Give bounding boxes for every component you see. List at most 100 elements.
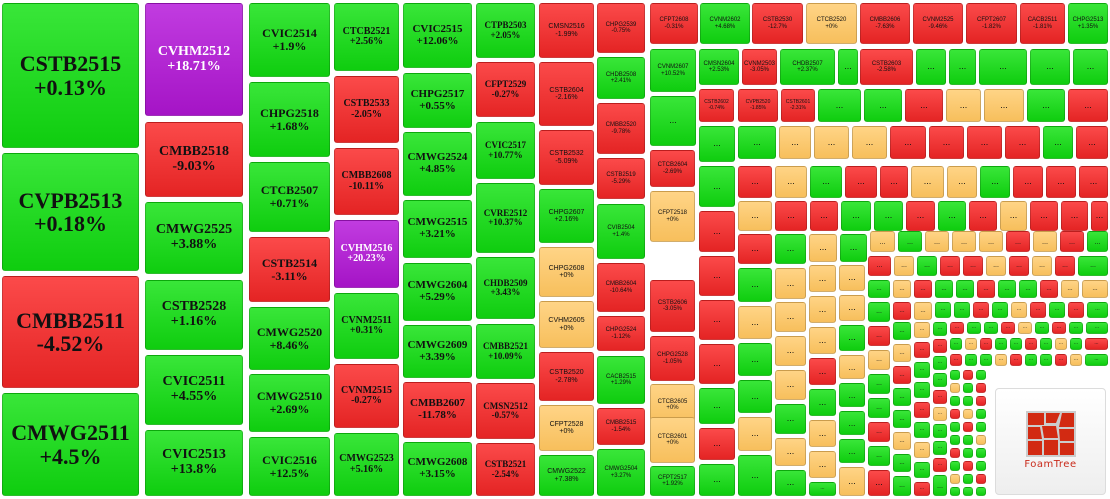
tile-chpg2524[interactable]: CHPG2524 -1.12%	[597, 316, 645, 351]
collapsed-tile[interactable]: ...	[864, 89, 902, 122]
collapsed-tile[interactable]: ...	[914, 402, 930, 418]
collapsed-tile[interactable]: ...	[852, 126, 887, 159]
collapsed-tile[interactable]: ...	[906, 201, 935, 231]
collapsed-tile[interactable]	[976, 474, 986, 484]
collapsed-tile[interactable]: ...	[1055, 338, 1067, 350]
tile-ctpb2503[interactable]: CTPB2503 +2.05%	[476, 3, 535, 58]
collapsed-tile[interactable]: ...	[977, 280, 995, 298]
tile-cstb2530[interactable]: CSTB2530 -12.7%	[752, 3, 803, 44]
collapsed-tile[interactable]: ...	[738, 234, 772, 264]
tile-chpg2517[interactable]: CHPG2517 +0.55%	[403, 73, 472, 128]
tile-cstb2519[interactable]: CSTB2519 -5.29%	[597, 158, 645, 199]
collapsed-tile[interactable]: ...	[893, 344, 911, 362]
collapsed-tile[interactable]: ...	[1068, 302, 1084, 318]
collapsed-tile[interactable]: ...	[1087, 231, 1108, 252]
collapsed-tile[interactable]	[950, 487, 960, 496]
tile-cmbb2606[interactable]: CMBB2606 -7.63%	[860, 3, 910, 44]
collapsed-tile[interactable]: ...	[738, 343, 772, 376]
collapsed-tile[interactable]: ...	[935, 302, 951, 318]
collapsed-tile[interactable]: ...	[956, 280, 974, 298]
tile-cmbb2520[interactable]: CMBB2520 -9.78%	[597, 103, 645, 154]
collapsed-tile[interactable]: ...	[1055, 256, 1075, 276]
collapsed-tile[interactable]: ...	[1013, 166, 1043, 198]
collapsed-tile[interactable]: ...	[775, 404, 806, 434]
tile-cmsn2516[interactable]: CMSN2516 -1.99%	[539, 3, 594, 58]
collapsed-tile[interactable]: ...	[933, 475, 947, 496]
collapsed-tile[interactable]: ...	[1043, 126, 1073, 159]
collapsed-tile[interactable]: ...	[914, 482, 930, 496]
collapsed-tile[interactable]: ...	[738, 455, 772, 496]
tile-cmbb2515[interactable]: CMBB2515 -1.54%	[597, 408, 645, 445]
collapsed-tile[interactable]: ...	[838, 49, 858, 85]
tile-cmsn2512[interactable]: CMSN2512 -0.57%	[476, 383, 535, 439]
collapsed-tile[interactable]: ...	[914, 342, 930, 358]
collapsed-tile[interactable]: ...	[940, 256, 960, 276]
tile-cmbb2511[interactable]: CMBB2511 -4.52%	[2, 276, 139, 388]
collapsed-tile[interactable]: ...	[1030, 201, 1058, 231]
tile-cvnm2525[interactable]: CVNM2525 -9.46%	[913, 3, 963, 44]
collapsed-tile[interactable]: ...	[840, 234, 867, 262]
collapsed-tile[interactable]	[976, 396, 986, 406]
tile-chpg2539[interactable]: CHPG2539 -0.75%	[597, 3, 645, 53]
collapsed-tile[interactable]: ...	[868, 326, 890, 346]
collapsed-tile[interactable]: ...	[979, 49, 1027, 85]
collapsed-tile[interactable]: ...	[1010, 354, 1022, 366]
tile-cvnm2607[interactable]: CVNM2607 +10.52%	[650, 49, 696, 92]
collapsed-tile[interactable]	[950, 435, 960, 445]
collapsed-tile[interactable]: ...	[933, 373, 947, 387]
collapsed-tile[interactable]: ...	[890, 126, 926, 159]
collapsed-tile[interactable]: ...	[965, 338, 977, 350]
collapsed-tile[interactable]: ...	[914, 322, 930, 338]
collapsed-tile[interactable]: ...	[699, 126, 735, 162]
tile-cvnm2602[interactable]: CVNM2602 +4.68%	[700, 3, 750, 44]
tile-cstb2604[interactable]: CSTB2604 -2.16%	[539, 62, 594, 126]
collapsed-tile[interactable]: ...	[1000, 201, 1027, 231]
collapsed-tile[interactable]: ...	[979, 231, 1003, 252]
collapsed-tile[interactable]: ...	[933, 339, 947, 353]
collapsed-tile[interactable]: ...	[995, 338, 1007, 350]
collapsed-tile[interactable]: ...	[893, 322, 911, 340]
collapsed-tile[interactable]: ...	[738, 166, 772, 198]
collapsed-tile[interactable]: ...	[1070, 338, 1082, 350]
tile-cmwg2504[interactable]: CMWG2504 +3.27%	[597, 449, 645, 496]
collapsed-tile[interactable]: ...	[893, 454, 911, 472]
collapsed-tile[interactable]: ...	[809, 482, 836, 496]
tile-chpg2528[interactable]: CHPG2528 -1.05%	[650, 336, 695, 381]
collapsed-tile[interactable]: ...	[1018, 322, 1032, 334]
collapsed-tile[interactable]	[963, 396, 973, 406]
collapsed-tile[interactable]: ...	[775, 336, 806, 366]
collapsed-tile[interactable]: ...	[1055, 354, 1067, 366]
collapsed-tile[interactable]: ...	[946, 89, 981, 122]
collapsed-tile[interactable]: ...	[839, 411, 865, 435]
collapsed-tile[interactable]	[950, 409, 960, 419]
collapsed-tile[interactable]: ...	[1091, 201, 1108, 231]
collapsed-tile[interactable]	[963, 448, 973, 458]
tile-cvhm2605[interactable]: CVHM2605 +0%	[539, 301, 594, 348]
collapsed-tile[interactable]: ...	[1027, 89, 1065, 122]
tile-cfpt2518[interactable]: CFPT2518 +0%	[650, 191, 695, 242]
collapsed-tile[interactable]: ...	[980, 338, 992, 350]
tile-cstb2514[interactable]: CSTB2514 -3.11%	[249, 237, 330, 302]
collapsed-tile[interactable]	[976, 422, 986, 432]
tile-ctcb2601[interactable]: CTCB2601 +0%	[650, 417, 695, 463]
tile-cmbb2604[interactable]: CMBB2604 -10.64%	[597, 263, 645, 312]
collapsed-tile[interactable]: ...	[839, 355, 865, 379]
collapsed-tile[interactable]: ...	[984, 89, 1024, 122]
collapsed-tile[interactable]: ...	[738, 306, 772, 339]
collapsed-tile[interactable]: ...	[1006, 231, 1030, 252]
collapsed-tile[interactable]: ...	[809, 451, 836, 478]
tile-cvnm2511[interactable]: CVNM2511 +0.31%	[334, 293, 399, 359]
tile-cvic2515[interactable]: CVIC2515 +12.06%	[403, 3, 472, 68]
collapsed-tile[interactable]	[963, 487, 973, 496]
tile-cmwg2604[interactable]: CMWG2604 +5.29%	[403, 263, 472, 321]
collapsed-tile[interactable]: ...	[874, 201, 903, 231]
collapsed-tile[interactable]: ...	[933, 458, 947, 472]
collapsed-tile[interactable]: ...	[938, 201, 966, 231]
collapsed-tile[interactable]: ...	[1032, 256, 1052, 276]
collapsed-tile[interactable]: ...	[699, 300, 735, 340]
collapsed-tile[interactable]: ...	[1061, 201, 1088, 231]
collapsed-tile[interactable]: ...	[775, 234, 806, 264]
collapsed-tile[interactable]: ...	[880, 166, 908, 198]
collapsed-tile[interactable]: ...	[965, 354, 977, 366]
collapsed-tile[interactable]: ...	[699, 464, 735, 496]
